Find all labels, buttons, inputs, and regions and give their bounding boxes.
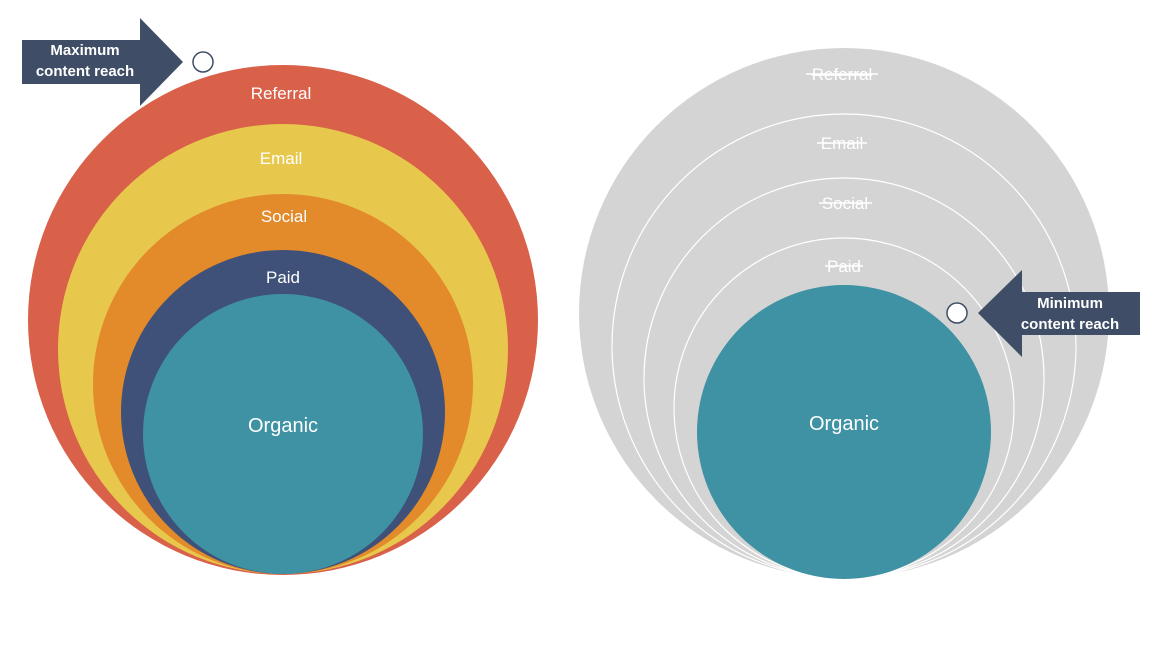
maximum-reach-arrow (22, 18, 183, 106)
maximum-reach-callout: Maximum content reach (22, 40, 148, 82)
referral-label: Referral (251, 84, 311, 103)
organic-core-circle (697, 285, 991, 579)
organic-circle (143, 294, 423, 574)
right-nested-circles: Referral Email Social Paid Organic (579, 48, 1109, 579)
minimum-reach-line1: Minimum (1037, 295, 1103, 312)
organic-label-right: Organic (809, 413, 879, 435)
paid-label: Paid (266, 268, 300, 287)
organic-label: Organic (248, 415, 318, 437)
left-nested-circles: Referral Email Social Paid Organic (28, 65, 538, 575)
minimum-reach-marker (946, 302, 968, 324)
email-label: Email (260, 149, 303, 168)
social-label: Social (261, 207, 307, 226)
maximum-reach-marker (192, 51, 214, 73)
maximum-reach-line1: Maximum (50, 42, 120, 59)
minimum-reach-line2: content reach (1020, 316, 1120, 333)
maximum-reach-line2: content reach (35, 63, 135, 80)
minimum-reach-callout: Minimum content reach (1000, 293, 1140, 335)
minimum-reach-arrow (978, 270, 1140, 357)
